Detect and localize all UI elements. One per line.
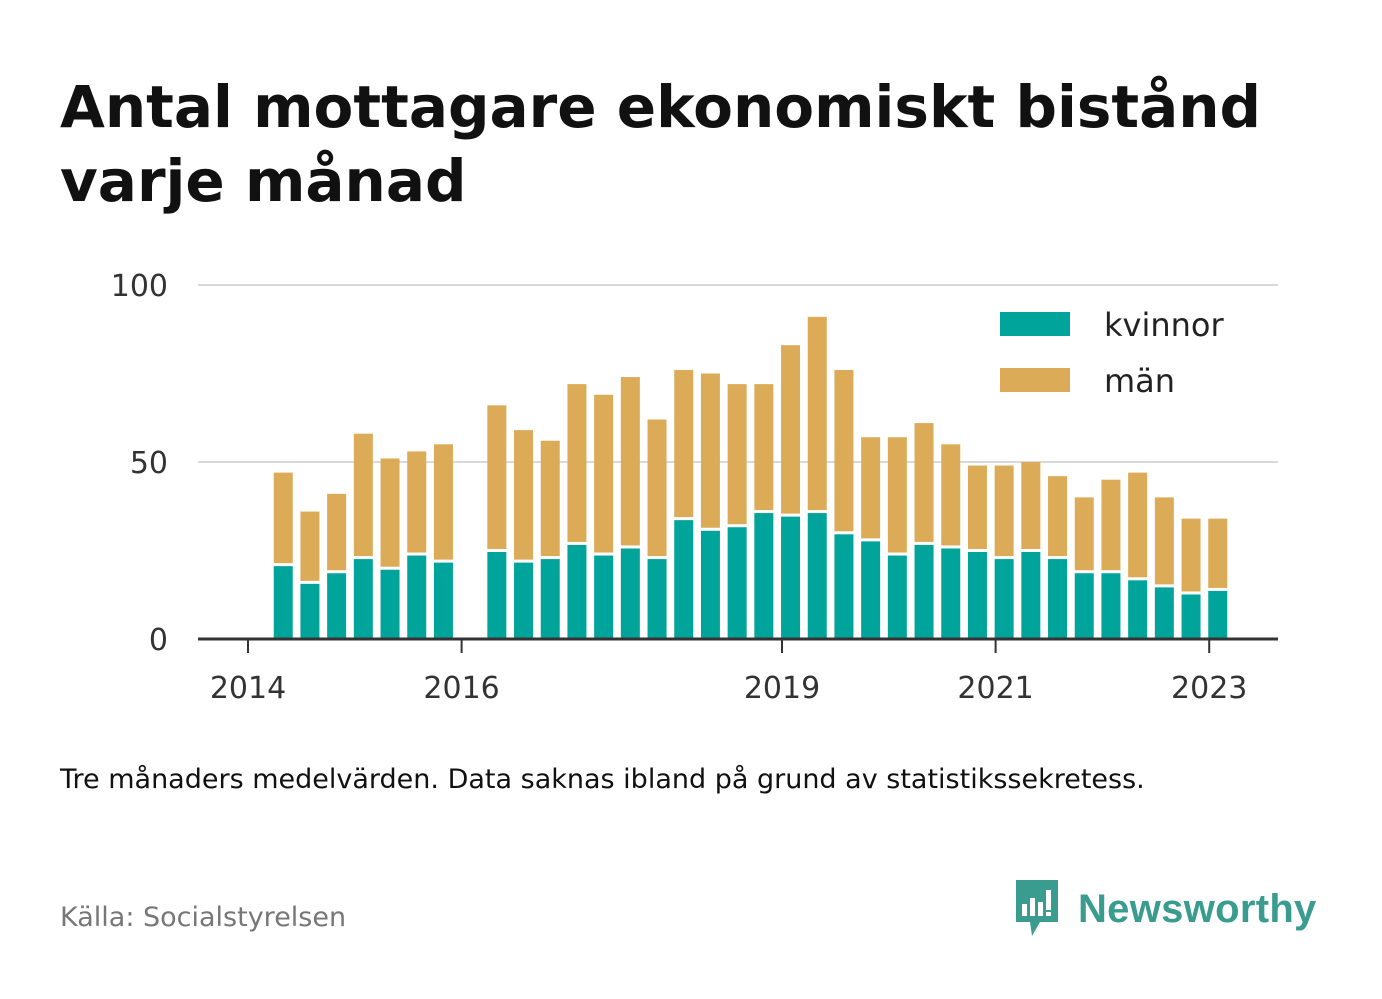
bar-kvinnor: [914, 544, 934, 639]
bar-man: [1208, 518, 1228, 588]
bar-kvinnor: [487, 552, 507, 639]
x-tick-label: 2014: [210, 671, 286, 706]
bar-man: [407, 451, 427, 553]
bar-man: [353, 433, 373, 557]
bar-kvinnor: [407, 555, 427, 639]
bar-man: [834, 369, 854, 532]
y-tick-label: 50: [130, 446, 168, 481]
bar-kvinnor: [620, 548, 640, 639]
bar-man: [994, 465, 1014, 557]
bar-kvinnor: [273, 566, 293, 639]
bar-kvinnor: [807, 513, 827, 639]
bar-man: [540, 440, 560, 557]
bar-man: [861, 437, 881, 539]
bar-kvinnor: [514, 562, 534, 639]
bar-kvinnor: [594, 555, 614, 639]
bar-man: [327, 493, 347, 571]
bar-man: [647, 419, 667, 557]
bar-man: [700, 373, 720, 528]
legend-swatch: [1000, 368, 1070, 392]
bar-man: [620, 377, 640, 546]
x-tick-label: 2021: [957, 671, 1033, 706]
bar-man: [674, 369, 694, 518]
x-tick-label: 2019: [744, 671, 820, 706]
bar-man: [914, 423, 934, 542]
bar-kvinnor: [1208, 590, 1228, 639]
source-text: Källa: Socialstyrelsen: [60, 902, 347, 933]
bar-man: [754, 384, 774, 511]
bar-kvinnor: [327, 573, 347, 639]
bar-kvinnor: [781, 516, 801, 639]
legend-swatch: [1000, 312, 1070, 336]
bar-man: [487, 405, 507, 549]
legend: kvinnor män: [1000, 306, 1225, 400]
bar-kvinnor: [754, 513, 774, 639]
bar-man: [1128, 472, 1148, 578]
bars: [273, 316, 1228, 639]
y-tick-label: 0: [149, 623, 168, 658]
bar-kvinnor: [1074, 573, 1094, 639]
bar-kvinnor: [887, 555, 907, 639]
bar-kvinnor: [700, 530, 720, 639]
newsworthy-logo-icon: [1016, 880, 1058, 936]
bar-kvinnor: [941, 548, 961, 639]
bar-man: [1181, 518, 1201, 592]
bar-kvinnor: [1154, 587, 1174, 639]
bar-kvinnor: [300, 583, 320, 639]
bar-man: [380, 458, 400, 567]
legend-label: kvinnor: [1104, 306, 1225, 344]
bar-man: [941, 444, 961, 546]
bar-kvinnor: [861, 541, 881, 639]
bar-kvinnor: [567, 544, 587, 639]
bar-kvinnor: [1181, 594, 1201, 639]
y-axis-ticks: 0 50 100: [111, 269, 168, 658]
chart-note: Tre månaders medelvärden. Data saknas ib…: [60, 764, 1145, 795]
bar-kvinnor: [1101, 573, 1121, 639]
bar-man: [1048, 476, 1068, 557]
bar-man: [781, 345, 801, 514]
bar-kvinnor: [674, 520, 694, 639]
chart-title: Antal mottagare ekonomiskt bistånd varje…: [60, 73, 1262, 215]
bar-kvinnor: [1128, 580, 1148, 639]
bar-man: [967, 465, 987, 549]
x-tick-label: 2016: [423, 671, 499, 706]
bar-man: [1074, 497, 1094, 571]
bar-man: [1154, 497, 1174, 585]
bar-kvinnor: [1048, 559, 1068, 639]
bar-kvinnor: [540, 559, 560, 639]
bar-man: [727, 384, 747, 525]
bar-kvinnor: [727, 527, 747, 639]
brand-name: Newsworthy: [1078, 886, 1317, 931]
bar-kvinnor: [967, 552, 987, 639]
bar-man: [433, 444, 453, 560]
bar-man: [300, 511, 320, 581]
bar-man: [594, 394, 614, 553]
bar-man: [1101, 479, 1121, 571]
bar-kvinnor: [433, 562, 453, 639]
legend-label: män: [1104, 362, 1175, 400]
bar-kvinnor: [834, 534, 854, 639]
bar-man: [807, 316, 827, 511]
bar-kvinnor: [380, 569, 400, 639]
bar-kvinnor: [353, 559, 373, 639]
bar-kvinnor: [647, 559, 667, 639]
x-tick-label: 2023: [1171, 671, 1247, 706]
x-axis: 2014 2016 2019 2021 2023: [198, 637, 1278, 706]
newsworthy-logo: Newsworthy: [1012, 878, 1317, 940]
bar-kvinnor: [1021, 552, 1041, 639]
bar-kvinnor: [994, 559, 1014, 639]
bar-man: [567, 384, 587, 542]
bar-man: [887, 437, 907, 553]
bar-man: [1021, 462, 1041, 549]
bar-man: [273, 472, 293, 564]
y-tick-label: 100: [111, 269, 168, 304]
bar-man: [514, 430, 534, 560]
